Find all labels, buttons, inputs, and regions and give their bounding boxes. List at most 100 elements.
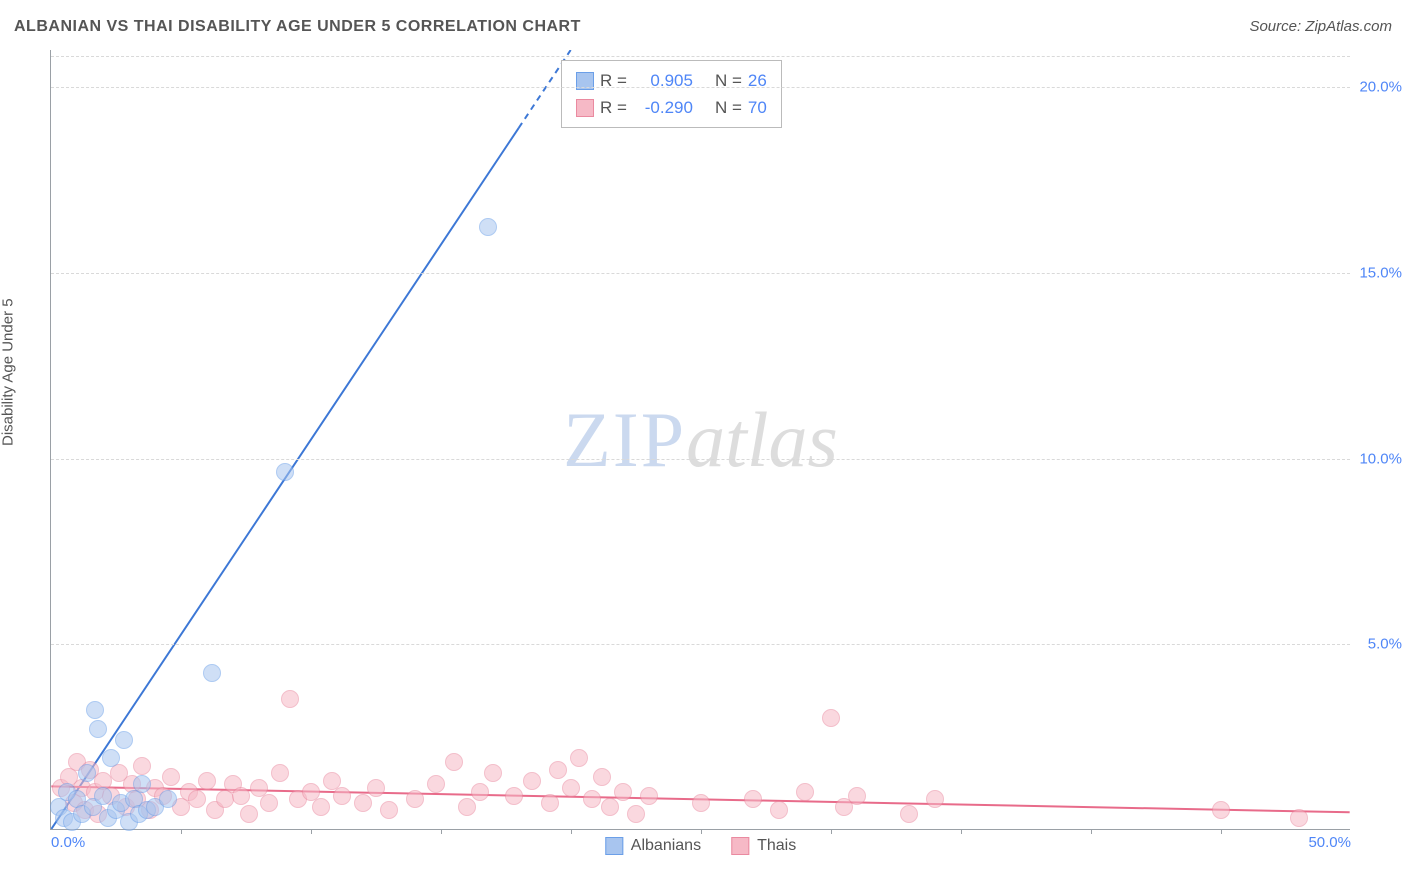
legend-row-thais: R = -0.290 N = 70 bbox=[576, 94, 767, 121]
plot-area: ZIPatlas R = 0.905 N = 26 R = -0.290 N =… bbox=[50, 50, 1350, 830]
n-value-alb: 26 bbox=[748, 67, 767, 94]
watermark-zip: ZIP bbox=[563, 396, 686, 483]
gridline-h bbox=[51, 273, 1350, 274]
data-point-thais bbox=[380, 801, 398, 819]
trend-lines-svg bbox=[51, 50, 1350, 829]
data-point-thais bbox=[822, 709, 840, 727]
xtick-label: 50.0% bbox=[1308, 834, 1351, 851]
swatch-thais-2 bbox=[731, 837, 749, 855]
ytick-label: 20.0% bbox=[1359, 79, 1402, 96]
y-axis-label: Disability Age Under 5 bbox=[0, 298, 17, 446]
data-point-albanians bbox=[159, 790, 177, 808]
correlation-legend-box: R = 0.905 N = 26 R = -0.290 N = 70 bbox=[561, 60, 782, 128]
data-point-thais bbox=[601, 798, 619, 816]
data-point-thais bbox=[627, 805, 645, 823]
chart-title: ALBANIAN VS THAI DISABILITY AGE UNDER 5 … bbox=[14, 18, 581, 36]
data-point-thais bbox=[133, 757, 151, 775]
watermark-atlas: atlas bbox=[686, 396, 838, 483]
data-point-thais bbox=[458, 798, 476, 816]
chart-source: Source: ZipAtlas.com bbox=[1249, 18, 1392, 35]
data-point-albanians bbox=[102, 749, 120, 767]
data-point-thais bbox=[333, 787, 351, 805]
xtick-mark bbox=[181, 829, 182, 834]
data-point-thais bbox=[614, 783, 632, 801]
data-point-thais bbox=[848, 787, 866, 805]
xtick-mark bbox=[311, 829, 312, 834]
gridline-h bbox=[51, 56, 1350, 57]
data-point-thais bbox=[640, 787, 658, 805]
data-point-thais bbox=[312, 798, 330, 816]
ytick-label: 10.0% bbox=[1359, 450, 1402, 467]
data-point-thais bbox=[583, 790, 601, 808]
watermark: ZIPatlas bbox=[563, 395, 838, 485]
data-point-thais bbox=[162, 768, 180, 786]
legend-label-albanians: Albanians bbox=[631, 837, 701, 855]
data-point-thais bbox=[188, 790, 206, 808]
data-point-thais bbox=[1212, 801, 1230, 819]
legend-label-thais: Thais bbox=[757, 837, 796, 855]
data-point-thais bbox=[570, 749, 588, 767]
data-point-thais bbox=[744, 790, 762, 808]
data-point-albanians bbox=[86, 701, 104, 719]
ytick-label: 5.0% bbox=[1368, 636, 1402, 653]
data-point-thais bbox=[484, 764, 502, 782]
data-point-thais bbox=[406, 790, 424, 808]
r-label-alb: R = bbox=[600, 67, 627, 94]
xtick-mark bbox=[831, 829, 832, 834]
data-point-thais bbox=[260, 794, 278, 812]
series-legend: Albanians Thais bbox=[605, 837, 796, 855]
data-point-thais bbox=[240, 805, 258, 823]
gridline-h bbox=[51, 644, 1350, 645]
n-value-thai: 70 bbox=[748, 94, 767, 121]
legend-item-albanians: Albanians bbox=[605, 837, 701, 855]
data-point-thais bbox=[445, 753, 463, 771]
xtick-mark bbox=[571, 829, 572, 834]
xtick-mark bbox=[1091, 829, 1092, 834]
data-point-thais bbox=[926, 790, 944, 808]
data-point-thais bbox=[471, 783, 489, 801]
data-point-thais bbox=[900, 805, 918, 823]
data-point-thais bbox=[541, 794, 559, 812]
r-value-alb: 0.905 bbox=[633, 67, 693, 94]
data-point-thais bbox=[198, 772, 216, 790]
data-point-albanians bbox=[203, 664, 221, 682]
gridline-h bbox=[51, 459, 1350, 460]
data-point-thais bbox=[549, 761, 567, 779]
data-point-albanians bbox=[115, 731, 133, 749]
r-value-thai: -0.290 bbox=[633, 94, 693, 121]
data-point-thais bbox=[1290, 809, 1308, 827]
xtick-mark bbox=[441, 829, 442, 834]
xtick-mark bbox=[701, 829, 702, 834]
swatch-albanians-2 bbox=[605, 837, 623, 855]
chart-header: ALBANIAN VS THAI DISABILITY AGE UNDER 5 … bbox=[14, 18, 1392, 36]
r-label-thai: R = bbox=[600, 94, 627, 121]
gridline-h bbox=[51, 87, 1350, 88]
swatch-thais bbox=[576, 99, 594, 117]
data-point-albanians bbox=[94, 787, 112, 805]
n-label-alb: N = bbox=[715, 67, 742, 94]
data-point-thais bbox=[692, 794, 710, 812]
data-point-albanians bbox=[78, 764, 96, 782]
data-point-thais bbox=[593, 768, 611, 786]
data-point-thais bbox=[796, 783, 814, 801]
data-point-albanians bbox=[133, 775, 151, 793]
legend-item-thais: Thais bbox=[731, 837, 796, 855]
data-point-thais bbox=[770, 801, 788, 819]
data-point-thais bbox=[427, 775, 445, 793]
data-point-thais bbox=[562, 779, 580, 797]
legend-row-albanians: R = 0.905 N = 26 bbox=[576, 67, 767, 94]
data-point-thais bbox=[354, 794, 372, 812]
data-point-albanians bbox=[479, 218, 497, 236]
data-point-thais bbox=[505, 787, 523, 805]
data-point-albanians bbox=[89, 720, 107, 738]
xtick-mark bbox=[961, 829, 962, 834]
data-point-albanians bbox=[276, 463, 294, 481]
data-point-thais bbox=[523, 772, 541, 790]
xtick-mark bbox=[1221, 829, 1222, 834]
ytick-label: 15.0% bbox=[1359, 264, 1402, 281]
xtick-label: 0.0% bbox=[51, 834, 85, 851]
data-point-thais bbox=[367, 779, 385, 797]
data-point-thais bbox=[281, 690, 299, 708]
data-point-thais bbox=[271, 764, 289, 782]
data-point-thais bbox=[232, 787, 250, 805]
